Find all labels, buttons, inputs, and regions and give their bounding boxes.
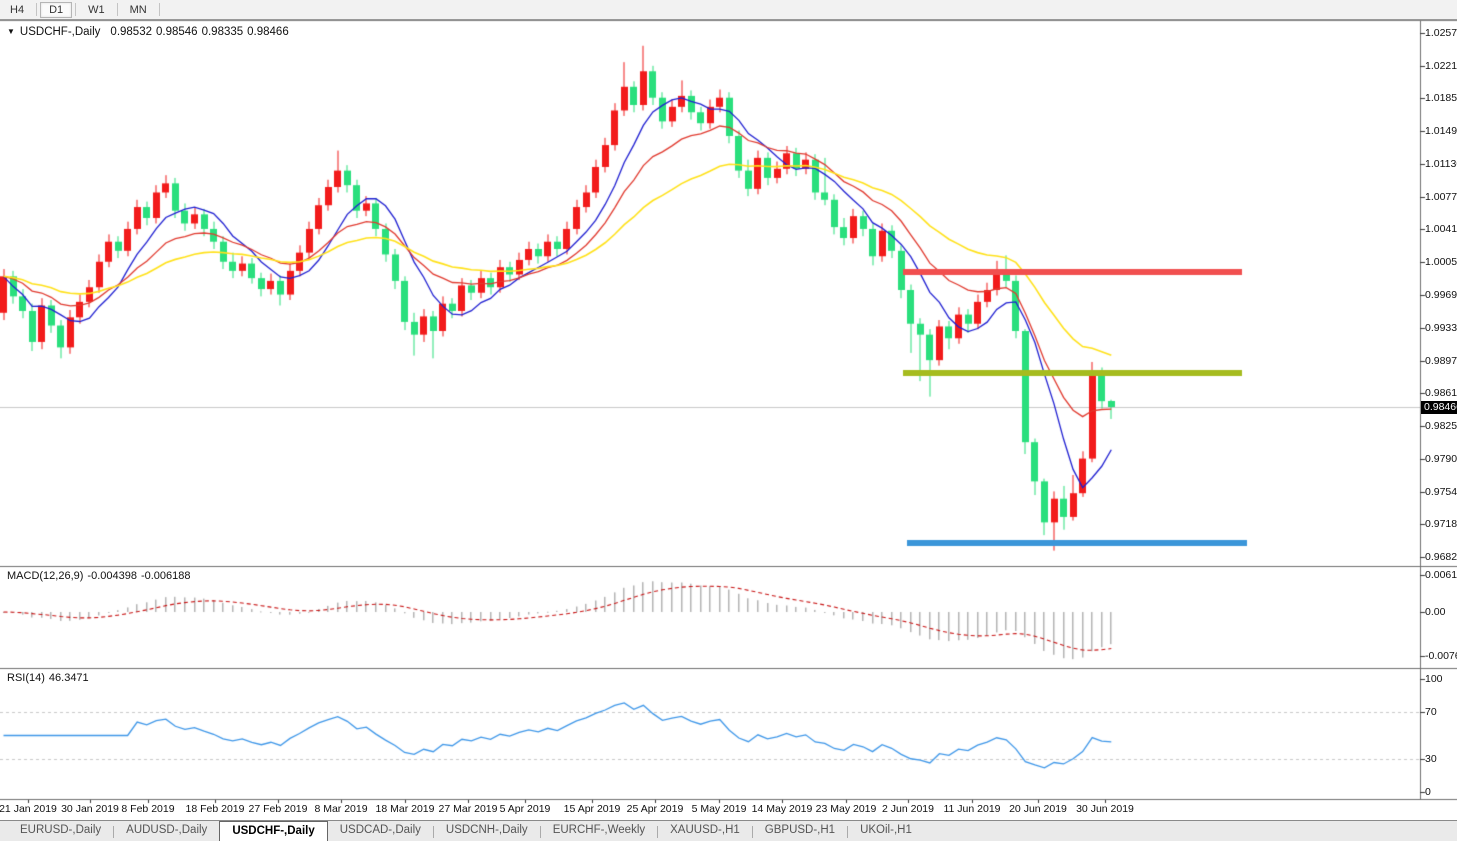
symbol-tabbar: EURUSD-,Daily AUDUSD-,Daily USDCHF-,Daily U…: [0, 820, 1457, 841]
timeframe-button-d1[interactable]: D1: [40, 1, 73, 18]
tab-separator: [539, 826, 541, 838]
date-axis-label: 25 Apr 2019: [626, 803, 684, 815]
tab-separator: [847, 826, 849, 838]
date-axis-label: 5 May 2019: [691, 803, 747, 815]
timeframe-button-h4[interactable]: H4: [10, 3, 25, 16]
date-axis-label: 20 Jun 2019: [1009, 803, 1067, 815]
chart-title: USDCHF-,Daily: [19, 26, 101, 38]
current-price-badge: 0.98466: [1421, 401, 1457, 414]
date-axis-label: 2 Jun 2019: [882, 803, 934, 815]
macd-pane-label: MACD(12,26,9) -0.004398 -0.006188: [7, 570, 195, 582]
price-axis-label: 1.00770: [1425, 191, 1457, 203]
symbol-tab-audusd[interactable]: AUDUSD-,Daily: [126, 824, 208, 836]
date-axis-label: 27 Feb 2019: [248, 803, 308, 815]
macd-indicator-name: MACD(12,26,9): [7, 570, 84, 582]
timeframe-toolbar: H4 D1 W1 MN: [0, 0, 1457, 20]
price-axis-label: 1.02570: [1425, 27, 1457, 39]
price-axis-label: 1.01850: [1425, 92, 1457, 104]
price-scale[interactable]: 0.98466 1.02570 1.02210 1.01850 1.01490 1.01…: [1421, 20, 1457, 800]
rsi-value: 46.3471: [48, 672, 89, 684]
toolbar-separator: [158, 3, 160, 16]
date-axis-label: 8 Mar 2019: [314, 803, 368, 815]
date-axis-label: 27 Mar 2019: [438, 803, 498, 815]
date-axis-label: 30 Jun 2019: [1076, 803, 1134, 815]
rsi-axis-label: 30: [1425, 753, 1437, 765]
price-axis-label: 1.02210: [1425, 60, 1457, 72]
ohlc-open: 0.98532: [110, 26, 152, 38]
ohlc-low: 0.98335: [201, 26, 244, 38]
tab-separator: [432, 826, 434, 838]
macd-value-main: -0.004398: [87, 570, 137, 582]
tab-separator: [657, 826, 659, 838]
rsi-axis-label: 70: [1425, 706, 1437, 718]
symbol-tab-usdcad[interactable]: USDCAD-,Daily: [339, 824, 421, 836]
rsi-axis-label: 0: [1425, 786, 1431, 798]
symbol-tab-eurchf[interactable]: EURCHF-,Weekly: [552, 824, 646, 836]
date-axis-label: 8 Feb 2019: [121, 803, 175, 815]
toolbar-separator: [36, 3, 38, 16]
date-axis-label: 30 Jan 2019: [61, 803, 119, 815]
rsi-pane-label: RSI(14) 46.3471: [7, 672, 93, 684]
symbol-tab-usdchf[interactable]: USDCHF-,Daily: [219, 821, 328, 841]
toolbar-separator: [75, 3, 77, 16]
tab-separator: [113, 826, 115, 838]
price-axis-label: 1.00410: [1425, 223, 1457, 235]
symbol-tab-usdcnh[interactable]: USDCNH-,Daily: [445, 824, 528, 836]
macd-axis-label: 0.00613: [1425, 569, 1457, 581]
date-axis-label: 18 Feb 2019: [185, 803, 245, 815]
date-axis-label: 15 Apr 2019: [563, 803, 621, 815]
toolbar-separator: [116, 3, 118, 16]
ohlc-close: 0.98466: [247, 26, 289, 38]
price-axis-label: 1.01490: [1425, 125, 1457, 137]
date-axis-label: 21 Jan 2019: [0, 803, 57, 815]
symbol-tab-ukoil[interactable]: UKOil-,H1: [860, 824, 912, 836]
date-axis-label: 14 May 2019: [751, 803, 813, 815]
rsi-indicator-name: RSI(14): [7, 672, 45, 684]
price-axis-label: 1.01130: [1425, 158, 1457, 170]
symbol-tab-gbpusd[interactable]: GBPUSD-,H1: [764, 824, 836, 836]
macd-value-signal: -0.006188: [140, 570, 191, 582]
date-axis-label: 18 Mar 2019: [375, 803, 435, 815]
time-scale[interactable]: 21 Jan 2019 30 Jan 2019 8 Feb 2019 18 Feb 2…: [0, 800, 1457, 819]
timeframe-button-w1[interactable]: W1: [88, 3, 105, 16]
chart-header: ▼ USDCHF-,Daily 0.98532 0.98546 0.98335 0.984…: [7, 26, 293, 38]
date-axis-label: 5 Apr 2019: [499, 803, 551, 815]
macd-axis-label: -0.00761: [1425, 650, 1457, 662]
tab-separator: [751, 826, 753, 838]
ohlc-high: 0.98546: [156, 26, 198, 38]
date-axis-label: 11 Jun 2019: [943, 803, 1001, 815]
rsi-axis-label: 100: [1425, 673, 1443, 685]
macd-axis-label: 0.00: [1425, 606, 1446, 618]
date-axis-label: 23 May 2019: [815, 803, 877, 815]
collapse-indicator-icon[interactable]: ▼: [7, 27, 15, 36]
timeframe-button-mn[interactable]: MN: [129, 3, 147, 16]
symbol-tab-xauusd[interactable]: XAUUSD-,H1: [670, 824, 740, 836]
symbol-tab-eurusd[interactable]: EURUSD-,Daily: [20, 824, 102, 836]
